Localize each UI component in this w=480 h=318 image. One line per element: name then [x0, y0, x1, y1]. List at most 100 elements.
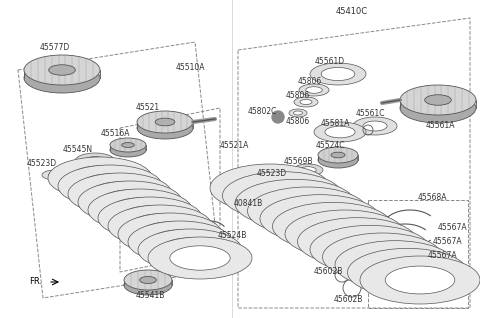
Text: 45561C: 45561C: [355, 109, 385, 119]
Ellipse shape: [140, 276, 156, 284]
Ellipse shape: [120, 206, 180, 230]
Text: 45602B: 45602B: [313, 267, 343, 276]
Ellipse shape: [260, 195, 380, 243]
Ellipse shape: [252, 197, 264, 203]
Text: 45523D: 45523D: [257, 169, 287, 178]
Text: 45806: 45806: [286, 92, 310, 100]
Ellipse shape: [140, 222, 200, 246]
Text: 45567A: 45567A: [438, 224, 468, 232]
Ellipse shape: [323, 228, 392, 256]
Ellipse shape: [321, 67, 355, 80]
Ellipse shape: [68, 173, 172, 215]
Ellipse shape: [110, 143, 146, 157]
Ellipse shape: [118, 213, 222, 255]
Circle shape: [272, 111, 284, 123]
Text: 45541B: 45541B: [135, 291, 165, 300]
Ellipse shape: [318, 147, 358, 163]
Ellipse shape: [58, 165, 162, 207]
Text: 45806: 45806: [286, 117, 310, 127]
Ellipse shape: [70, 166, 130, 190]
Ellipse shape: [348, 243, 417, 271]
Ellipse shape: [372, 259, 442, 286]
Ellipse shape: [300, 167, 316, 173]
Text: 40841B: 40841B: [233, 199, 263, 209]
Ellipse shape: [48, 172, 61, 177]
Ellipse shape: [293, 111, 302, 115]
Text: 45524C: 45524C: [315, 142, 345, 150]
Ellipse shape: [285, 210, 405, 258]
Text: 45521A: 45521A: [220, 141, 250, 149]
Ellipse shape: [289, 109, 307, 117]
Ellipse shape: [270, 177, 294, 187]
Ellipse shape: [310, 225, 430, 273]
Ellipse shape: [285, 205, 355, 232]
Ellipse shape: [80, 174, 140, 198]
Text: 45523D: 45523D: [27, 160, 57, 169]
Text: 45561A: 45561A: [425, 121, 455, 130]
Ellipse shape: [90, 182, 150, 206]
Text: 45581A: 45581A: [320, 119, 350, 128]
Ellipse shape: [170, 246, 230, 270]
Ellipse shape: [331, 152, 345, 158]
Ellipse shape: [298, 218, 418, 266]
Ellipse shape: [273, 202, 393, 250]
Ellipse shape: [128, 221, 232, 263]
Text: 45577D: 45577D: [40, 44, 70, 52]
Ellipse shape: [48, 157, 152, 199]
Ellipse shape: [314, 122, 366, 142]
Ellipse shape: [24, 55, 100, 85]
Ellipse shape: [293, 164, 323, 176]
Ellipse shape: [210, 164, 330, 212]
Ellipse shape: [137, 117, 193, 139]
Text: 45806: 45806: [298, 78, 322, 86]
Ellipse shape: [400, 85, 476, 115]
Text: 45545N: 45545N: [63, 146, 93, 155]
Ellipse shape: [160, 238, 220, 262]
Ellipse shape: [148, 237, 252, 279]
Ellipse shape: [122, 142, 134, 148]
Ellipse shape: [318, 152, 358, 168]
Ellipse shape: [335, 241, 455, 289]
Ellipse shape: [235, 174, 305, 202]
Text: 45602B: 45602B: [333, 295, 363, 305]
Text: 45510A: 45510A: [175, 64, 205, 73]
Ellipse shape: [400, 93, 476, 123]
Text: FR.: FR.: [29, 278, 43, 287]
Text: 45561D: 45561D: [315, 58, 345, 66]
Ellipse shape: [363, 121, 387, 131]
Ellipse shape: [235, 179, 355, 227]
Ellipse shape: [48, 65, 75, 75]
Ellipse shape: [138, 229, 242, 271]
Ellipse shape: [110, 198, 170, 222]
Ellipse shape: [310, 220, 380, 248]
Text: 45516A: 45516A: [100, 128, 130, 137]
Ellipse shape: [360, 256, 480, 304]
Text: 45802C: 45802C: [247, 107, 276, 116]
Ellipse shape: [325, 126, 355, 138]
Ellipse shape: [223, 172, 343, 220]
Ellipse shape: [110, 138, 146, 152]
Ellipse shape: [360, 251, 430, 279]
Ellipse shape: [335, 235, 405, 263]
Ellipse shape: [425, 95, 451, 105]
Ellipse shape: [137, 111, 193, 133]
Ellipse shape: [300, 100, 312, 105]
Ellipse shape: [248, 182, 317, 210]
Text: 45521: 45521: [136, 103, 160, 113]
Ellipse shape: [310, 63, 366, 85]
Ellipse shape: [294, 97, 318, 107]
Text: 45568A: 45568A: [417, 193, 447, 203]
Ellipse shape: [98, 197, 202, 239]
Ellipse shape: [88, 189, 192, 231]
Ellipse shape: [353, 117, 397, 135]
Ellipse shape: [130, 214, 190, 238]
Ellipse shape: [298, 212, 367, 240]
Text: 45524B: 45524B: [218, 231, 247, 239]
Ellipse shape: [124, 275, 172, 295]
Ellipse shape: [246, 195, 270, 205]
Ellipse shape: [273, 197, 342, 225]
Ellipse shape: [248, 187, 368, 235]
Ellipse shape: [108, 205, 212, 247]
Text: 45569B: 45569B: [283, 157, 313, 167]
Ellipse shape: [155, 118, 175, 126]
